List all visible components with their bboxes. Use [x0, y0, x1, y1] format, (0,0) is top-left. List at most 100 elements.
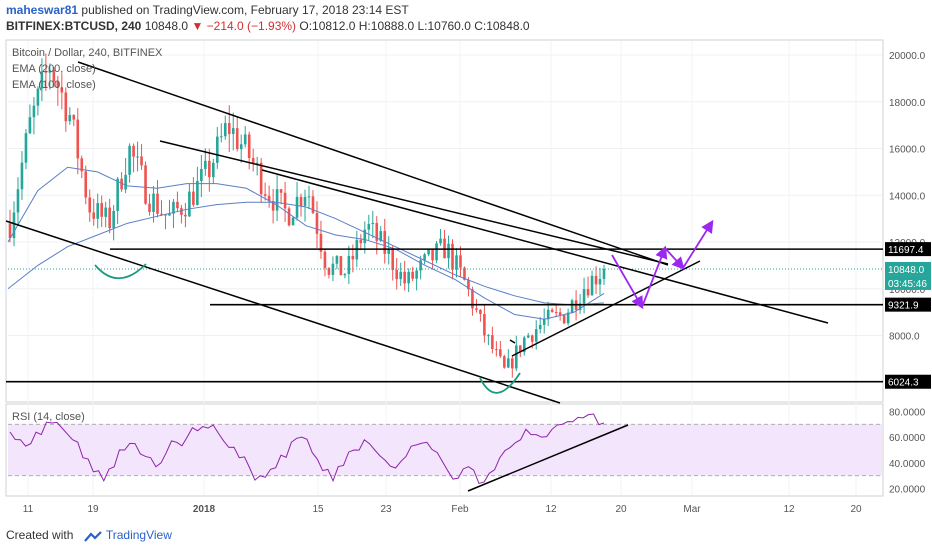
candle-body	[144, 165, 147, 204]
candle-body	[247, 134, 251, 159]
candle-body	[447, 243, 450, 259]
candle-body	[104, 207, 107, 217]
candle-body	[216, 136, 219, 163]
time-axis-label: 19	[87, 504, 99, 515]
candle-body	[431, 249, 434, 261]
rsi-pane[interactable]	[5, 403, 884, 497]
candle-body	[219, 136, 223, 138]
ema-line	[7, 166, 605, 320]
price-tag	[885, 297, 931, 312]
candle-body	[84, 171, 88, 198]
candle-body	[359, 239, 363, 244]
candle-body	[120, 178, 123, 190]
candle-body	[204, 160, 207, 169]
candle-body	[223, 123, 227, 137]
candle-body	[92, 212, 96, 219]
candle-body	[52, 70, 56, 82]
candle-body	[307, 196, 311, 198]
candle-body	[347, 255, 351, 275]
price-tag	[885, 261, 931, 276]
candle-body	[76, 119, 80, 159]
candle-body	[375, 222, 379, 241]
candle-body	[399, 271, 402, 280]
rounded-bottom-arc	[94, 263, 147, 280]
candle-body	[495, 349, 498, 351]
candle-body	[196, 180, 199, 205]
candle-body	[554, 311, 558, 313]
trend-line	[261, 169, 829, 324]
candle-body	[526, 335, 530, 338]
time-axis-label: Feb	[451, 504, 469, 515]
price-tag-label: 9321.9	[888, 301, 919, 312]
candle-body	[586, 289, 590, 296]
price-axis-label: 18000.0	[889, 98, 926, 109]
ohlc-line: BITFINEX:BTCUSD, 240 10848.0 ▼ −214.0 (−…	[6, 19, 530, 33]
candle-body	[235, 128, 239, 150]
candle-body	[594, 275, 598, 285]
candle-body	[255, 162, 259, 164]
price-axis-label: 16000.0	[889, 145, 926, 156]
candle-body	[263, 194, 267, 196]
candle-body	[315, 213, 319, 234]
candle-body	[68, 115, 72, 122]
candle-body	[239, 144, 243, 150]
author-name[interactable]: maheswar81	[6, 3, 79, 17]
candle-body	[231, 128, 235, 135]
candle-body	[566, 312, 570, 324]
candle-body	[56, 81, 60, 88]
time-axis-label: 20	[850, 504, 862, 515]
candle-body	[507, 358, 510, 368]
candle-body	[327, 268, 331, 275]
candle-body	[160, 213, 163, 215]
candle-body	[287, 208, 291, 226]
candle-body	[383, 231, 387, 254]
candle-body	[319, 233, 323, 252]
candle-body	[467, 279, 470, 290]
trend-line	[5, 220, 561, 404]
candle-body	[152, 193, 155, 212]
rounded-bottom-arc	[479, 372, 521, 394]
candle-body	[100, 203, 103, 217]
candle-body	[279, 189, 283, 193]
candle-body	[20, 162, 24, 190]
time-axis-label: Mar	[683, 504, 701, 515]
candle-body	[60, 87, 64, 93]
symbol-label: BITFINEX:BTCUSD, 240	[6, 19, 142, 33]
candle-body	[64, 92, 68, 122]
trend-line	[77, 61, 669, 266]
price-axis-label: 20000.0	[889, 51, 926, 62]
candle-body	[267, 195, 271, 201]
candle-body	[271, 200, 275, 211]
candle-body	[562, 314, 566, 324]
ohlc-values: O:10812.0 H:10888.0 L:10760.0 C:10848.0	[299, 19, 530, 33]
candle-body	[156, 193, 159, 214]
candle-body	[140, 156, 143, 166]
candle-body	[164, 214, 167, 216]
candle-body	[435, 243, 438, 261]
last-price-value: 10848.0	[144, 19, 189, 33]
candle-body	[363, 229, 367, 244]
candle-body	[487, 335, 490, 337]
chart-title: Bitcoin / Dollar, 240, BITFINEX	[12, 47, 163, 59]
candle-body	[419, 260, 422, 271]
time-axis-label: 15	[312, 504, 324, 515]
candle-body	[311, 196, 315, 214]
time-axis-label: 20	[615, 504, 627, 515]
candle-body	[32, 105, 36, 118]
candle-body	[212, 162, 215, 178]
candle-body	[463, 267, 466, 280]
candle-body	[570, 300, 574, 313]
publish-info: published on TradingView.com, February 1…	[81, 3, 409, 17]
candle-body	[511, 358, 514, 369]
tradingview-logo[interactable]: TradingView	[83, 528, 172, 542]
candle-body	[291, 217, 295, 226]
trend-line	[511, 260, 701, 357]
time-axis-label: 12	[783, 504, 795, 515]
tradingview-brand: TradingView	[105, 528, 172, 542]
tradingview-cloud-icon	[83, 531, 102, 542]
footer: Created with TradingView	[6, 528, 172, 542]
candle-body	[518, 345, 522, 353]
candle-body	[387, 249, 391, 254]
candle-body	[259, 162, 263, 195]
